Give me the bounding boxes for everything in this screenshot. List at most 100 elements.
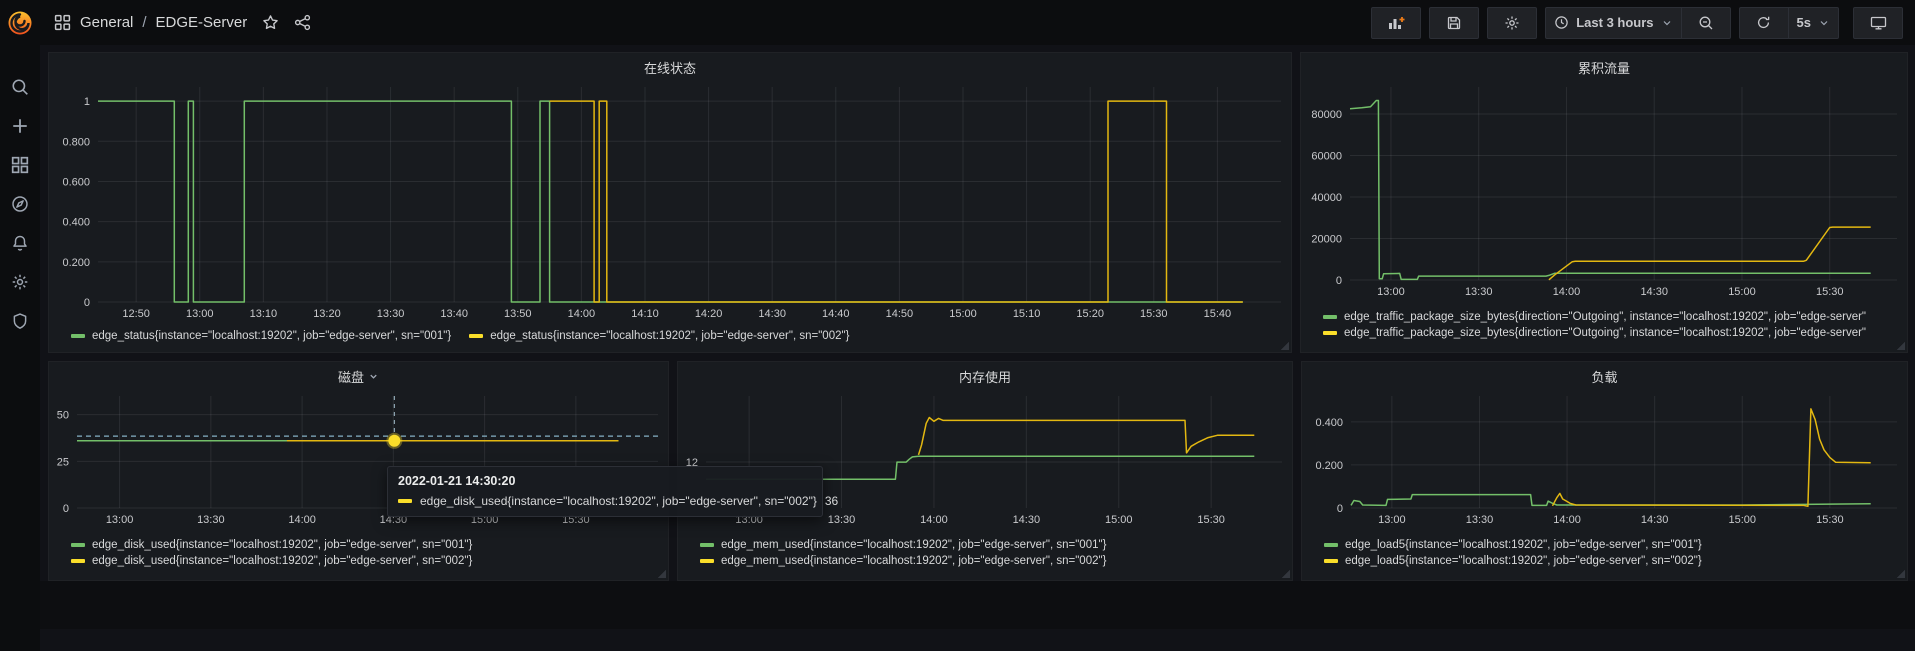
svg-text:14:00: 14:00: [288, 514, 316, 526]
svg-text:13:40: 13:40: [440, 308, 468, 320]
online-status-chart[interactable]: 12:50 13:00 13:10 13:20 13:30 13:40 13:50 14:00…: [49, 81, 1291, 324]
svg-text:13:00: 13:00: [106, 514, 134, 526]
star-icon[interactable]: [262, 14, 279, 31]
panel-resize-handle[interactable]: [658, 570, 666, 578]
time-range-picker[interactable]: Last 3 hours: [1545, 6, 1681, 39]
refresh-interval-picker[interactable]: 5s: [1787, 6, 1839, 39]
plus-icon: [11, 117, 29, 135]
save-dashboard-button[interactable]: [1429, 6, 1480, 39]
dashboards-grid-icon: [11, 156, 29, 174]
share-icon[interactable]: [294, 14, 311, 31]
svg-text:15:00: 15:00: [949, 308, 977, 320]
panel-resize-handle[interactable]: [1281, 342, 1289, 350]
svg-text:15:30: 15:30: [1197, 514, 1225, 526]
svg-text:0.800: 0.800: [62, 136, 90, 148]
legend-swatch: [469, 334, 484, 338]
legend-label: edge_mem_used{instance="localhost:19202"…: [721, 539, 1107, 551]
kiosk-mode-button[interactable]: [1853, 6, 1903, 39]
chevron-down-icon: [1661, 17, 1673, 29]
chart-tooltip: 2022-01-21 14:30:20 edge_disk_used{insta…: [387, 466, 838, 517]
svg-text:15:20: 15:20: [1076, 308, 1104, 320]
legend-item[interactable]: edge_status{instance="localhost:19202", …: [469, 330, 849, 342]
sidebar-item-alerting[interactable]: [0, 223, 40, 262]
time-range-label: Last 3 hours: [1576, 15, 1654, 30]
sidebar-item-search[interactable]: [0, 67, 40, 106]
legend-item[interactable]: edge_load5{instance="localhost:19202", j…: [1324, 539, 1907, 551]
legend-swatch: [1323, 331, 1337, 335]
sidebar-item-configuration[interactable]: [0, 262, 40, 301]
legend-item[interactable]: edge_traffic_package_size_bytes{directio…: [1323, 311, 1907, 323]
left-sidebar: [0, 45, 40, 651]
svg-text:14:30: 14:30: [758, 308, 786, 320]
legend-label: edge_mem_used{instance="localhost:19202"…: [721, 555, 1107, 567]
panel-resize-handle[interactable]: [1282, 570, 1290, 578]
tooltip-series-value: 36: [824, 494, 839, 508]
svg-text:13:30: 13:30: [828, 514, 856, 526]
load-chart[interactable]: 13:00 13:30 14:00 14:30 15:00 15:30 0 0.200 0.40…: [1302, 390, 1907, 530]
legend-swatch: [1324, 543, 1338, 547]
legend-label: edge_status{instance="localhost:19202", …: [92, 330, 452, 342]
sidebar-item-create[interactable]: [0, 106, 40, 145]
breadcrumb-dashboard[interactable]: EDGE-Server: [155, 14, 248, 31]
legend-swatch: [71, 559, 85, 563]
panel-title[interactable]: 内存使用: [958, 369, 1011, 385]
svg-text:40000: 40000: [1311, 192, 1342, 204]
top-navbar: General / EDGE-Server: [0, 0, 1915, 45]
sidebar-item-explore[interactable]: [0, 184, 40, 223]
refresh-button[interactable]: [1738, 6, 1788, 39]
legend-item[interactable]: edge_disk_used{instance="localhost:19202…: [71, 539, 668, 551]
add-panel-button[interactable]: [1371, 6, 1422, 39]
dashboard-settings-button[interactable]: [1487, 6, 1538, 39]
svg-text:14:30: 14:30: [380, 514, 408, 526]
breadcrumb-separator: /: [142, 14, 147, 31]
legend-item[interactable]: edge_disk_used{instance="localhost:19202…: [71, 555, 668, 567]
svg-text:14:50: 14:50: [886, 308, 914, 320]
sidebar-item-server-admin[interactable]: [0, 301, 40, 340]
svg-text:14:00: 14:00: [920, 514, 948, 526]
grafana-logo[interactable]: [0, 0, 40, 45]
legend-item[interactable]: edge_mem_used{instance="localhost:19202"…: [700, 539, 1292, 551]
legend-item[interactable]: edge_status{instance="localhost:19202", …: [71, 330, 451, 342]
zoom-out-button[interactable]: [1680, 6, 1731, 39]
svg-text:14:10: 14:10: [631, 308, 659, 320]
panel-title[interactable]: 磁盘: [49, 362, 668, 390]
legend-swatch: [71, 334, 85, 338]
svg-text:14:00: 14:00: [1553, 514, 1581, 526]
panel-resize-handle[interactable]: [1897, 570, 1905, 578]
tooltip-series-label: edge_disk_used{instance="localhost:19202…: [420, 494, 817, 508]
legend-item[interactable]: edge_traffic_package_size_bytes{directio…: [1323, 327, 1907, 339]
panel-title[interactable]: 在线状态: [643, 60, 696, 76]
svg-text:0.200: 0.200: [62, 257, 90, 269]
cumulative-traffic-chart[interactable]: 13:00 13:30 14:00 14:30 15:00 15:30 0 20000 4000…: [1301, 81, 1907, 302]
svg-text:15:10: 15:10: [1013, 308, 1041, 320]
svg-text:13:20: 13:20: [313, 308, 341, 320]
svg-text:0: 0: [84, 297, 90, 309]
svg-text:13:30: 13:30: [1466, 514, 1494, 526]
legend: edge_traffic_package_size_bytes{directio…: [1301, 302, 1907, 352]
panel-title[interactable]: 累积流量: [1577, 60, 1630, 76]
legend-item[interactable]: edge_mem_used{instance="localhost:19202"…: [700, 555, 1292, 567]
sidebar-item-dashboards[interactable]: [0, 145, 40, 184]
legend-label: edge_status{instance="localhost:19202", …: [490, 330, 850, 342]
panel-resize-handle[interactable]: [1897, 342, 1905, 350]
svg-text:0: 0: [1337, 503, 1343, 515]
page-bottom-area: [0, 581, 1915, 629]
svg-text:15:30: 15:30: [1140, 308, 1168, 320]
legend-item[interactable]: edge_load5{instance="localhost:19202", j…: [1324, 555, 1907, 567]
panel-title[interactable]: 负载: [1591, 369, 1618, 385]
svg-text:15:00: 15:00: [1728, 286, 1756, 298]
toolbar: Last 3 hours 5s: [1371, 6, 1915, 39]
clock-icon: [1554, 15, 1569, 30]
legend-label: edge_traffic_package_size_bytes{directio…: [1344, 311, 1866, 323]
svg-text:0.400: 0.400: [62, 217, 90, 229]
svg-text:13:30: 13:30: [377, 308, 405, 320]
svg-text:14:00: 14:00: [568, 308, 596, 320]
legend-label: edge_disk_used{instance="localhost:19202…: [92, 539, 473, 551]
tooltip-timestamp: 2022-01-21 14:30:20: [398, 474, 516, 488]
search-icon: [11, 78, 29, 96]
breadcrumb-folder[interactable]: General: [80, 14, 134, 31]
svg-text:14:40: 14:40: [822, 308, 850, 320]
svg-text:13:10: 13:10: [250, 308, 278, 320]
dashboard-grid-icon: [54, 14, 71, 31]
panel-menu-chevron-icon[interactable]: [368, 371, 379, 382]
